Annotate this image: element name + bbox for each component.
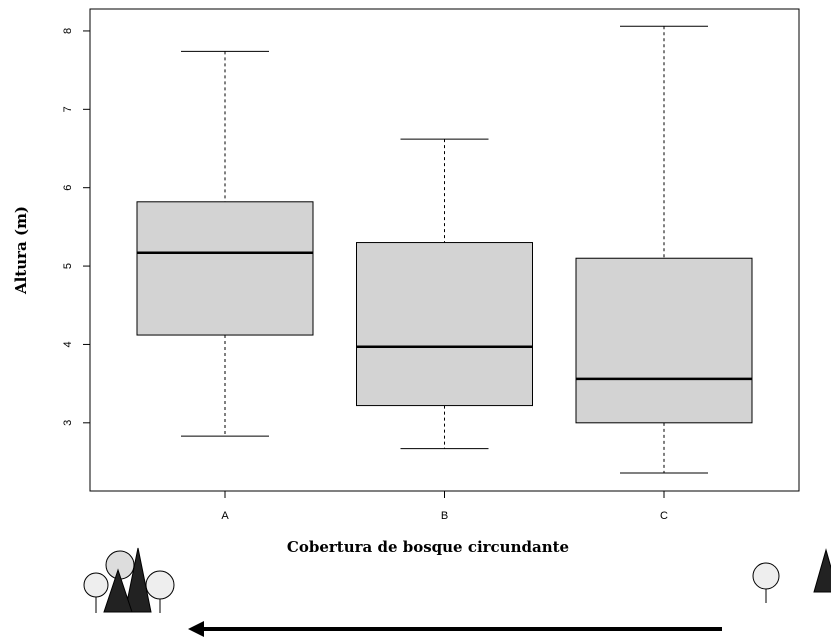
trees-left: [83, 547, 175, 613]
y-tick-label: 5: [62, 263, 74, 269]
x-tick-label: C: [660, 510, 668, 522]
y-tick-label: 3: [62, 420, 74, 426]
box: [136, 201, 314, 336]
box: [575, 257, 753, 424]
arrow: [188, 621, 722, 637]
y-axis-title: Altura (m): [12, 206, 30, 295]
y-tick-label: 4: [62, 341, 74, 347]
box: [356, 242, 533, 407]
y-tick-label: 7: [62, 106, 74, 112]
y-tick-label: 6: [62, 185, 74, 191]
x-axis-title: Cobertura de bosque circundante: [287, 538, 569, 556]
x-tick-label: A: [221, 510, 229, 522]
y-tick-label: 8: [62, 28, 74, 34]
x-tick-label: B: [441, 510, 448, 522]
trees-right: [752, 548, 831, 603]
